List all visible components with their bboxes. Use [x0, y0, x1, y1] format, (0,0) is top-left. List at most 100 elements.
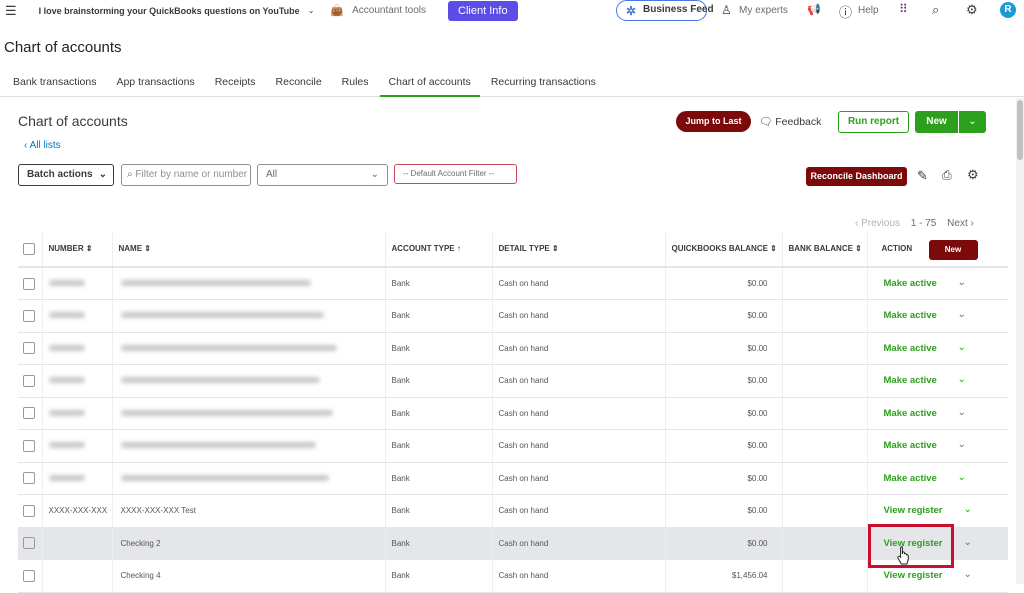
tab-bar: Bank transactions App transactions Recei… — [0, 68, 1024, 97]
tab-reconcile[interactable]: Reconcile — [275, 76, 322, 88]
tab-bank-transactions[interactable]: Bank transactions — [13, 76, 97, 88]
account-name: XXXX-XXX-XXX Test — [120, 506, 196, 516]
action-link[interactable]: Make active — [883, 278, 937, 289]
default-account-filter[interactable]: -- Default Account Filter -- — [394, 164, 517, 184]
company-name[interactable]: I love brainstorming your QuickBooks que… — [38, 5, 300, 16]
column-bank-balance[interactable]: BANK BALANCE ⇕ — [782, 231, 868, 268]
account-name: Checking 2 — [120, 538, 161, 548]
chevron-down-icon[interactable]: ⌄ — [963, 504, 972, 515]
column-action: ACTION New — [867, 231, 1008, 268]
account-type-select[interactable]: All ⌄ — [257, 164, 388, 186]
run-report-button[interactable]: Run report — [838, 111, 909, 133]
table-row[interactable]: Bank Cash on hand $0.00 Make active ⌄ — [18, 462, 1008, 495]
blurred-number — [48, 280, 85, 286]
chevron-down-icon[interactable]: ⌄ — [957, 374, 966, 385]
batch-actions-dropdown[interactable]: Batch actions ⌄ — [18, 164, 114, 186]
action-link[interactable]: Make active — [883, 440, 937, 452]
table-row[interactable]: XXXX-XXX-XXX XXXX-XXX-XXX Test Bank Cash on… — [18, 494, 1008, 528]
previous-page-link[interactable]: ‹ Previous — [855, 218, 901, 229]
page-title: Chart of accounts — [4, 39, 122, 56]
scrollbar[interactable] — [1016, 98, 1024, 584]
row-checkbox[interactable] — [23, 309, 35, 322]
detail-type: Cash on hand — [492, 267, 666, 300]
apps-icon[interactable]: ⠿ — [899, 2, 908, 16]
my-experts-link[interactable]: My experts — [739, 5, 788, 16]
row-checkbox[interactable] — [23, 569, 35, 582]
search-field[interactable]: ⌕ Filter by name or number — [121, 164, 251, 186]
search-icon[interactable]: ⌕ — [932, 2, 940, 17]
action-link[interactable]: View register — [883, 570, 943, 582]
next-page-link[interactable]: Next › — [947, 218, 974, 229]
chevron-down-icon[interactable]: ⌄ — [957, 439, 966, 450]
action-link[interactable]: Make active — [883, 375, 937, 387]
tab-rules[interactable]: Rules — [341, 76, 369, 88]
table-row[interactable]: Checking 2 Bank Cash on hand $0.00 View regi… — [18, 527, 1008, 560]
bank-balance — [782, 267, 868, 300]
row-checkbox[interactable] — [23, 374, 35, 387]
quickbooks-balance: $0.00 — [665, 462, 783, 495]
table-row[interactable]: Bank Cash on hand $0.00 Make active ⌄ — [18, 429, 1008, 463]
chevron-down-icon[interactable]: ⌄ — [957, 309, 966, 320]
client-info-button[interactable]: Client Info — [448, 0, 518, 21]
row-checkbox[interactable] — [23, 472, 35, 485]
blurred-name — [120, 442, 316, 449]
new-dropdown-chevron-icon[interactable]: ⌄ — [959, 111, 986, 133]
table-row[interactable]: Bank Cash on hand $0.00 Make active ⌄ — [18, 364, 1008, 398]
chevron-down-icon[interactable]: ⌄ — [957, 277, 966, 288]
tab-app-transactions[interactable]: App transactions — [116, 76, 195, 88]
table-row[interactable]: Bank Cash on hand $0.00 Make active ⌄ — [18, 332, 1008, 365]
column-name[interactable]: NAME ⇕ — [112, 231, 386, 268]
tab-recurring-transactions[interactable]: Recurring transactions — [490, 76, 596, 88]
action-link[interactable]: View register — [883, 537, 943, 549]
pencil-icon[interactable]: ✎ — [917, 168, 928, 183]
chevron-down-icon[interactable]: ⌄ — [307, 6, 315, 15]
action-link[interactable]: Make active — [883, 407, 937, 419]
gear-icon[interactable]: ⚙ — [966, 2, 978, 17]
column-detail-type[interactable]: DETAIL TYPE ⇕ — [492, 231, 666, 268]
chevron-down-icon[interactable]: ⌄ — [957, 471, 966, 483]
action-link[interactable]: Make active — [883, 342, 937, 354]
row-checkbox[interactable] — [23, 537, 35, 550]
table-row[interactable]: Bank Cash on hand $0.00 Make active ⌄ — [18, 267, 1008, 300]
table-row[interactable]: Checking 4 Bank Cash on hand $1,456.04 View … — [18, 559, 1008, 593]
detail-type: Cash on hand — [492, 364, 666, 398]
chevron-down-icon[interactable]: ⌄ — [963, 536, 972, 548]
quickbooks-balance: $0.00 — [665, 267, 783, 300]
megaphone-icon[interactable]: 📢 — [807, 4, 821, 16]
reconcile-dashboard-button[interactable]: Reconcile Dashboard — [806, 167, 907, 186]
action-link[interactable]: View register — [883, 505, 943, 517]
action-link[interactable]: Make active — [883, 310, 937, 322]
help-icon[interactable]: ⓘ — [839, 5, 853, 20]
table-row[interactable]: Bank Cash on hand $0.00 Make active ⌄ — [18, 397, 1008, 430]
column-quickbooks-balance[interactable]: QUICKBOOKS BALANCE ⇕ — [665, 231, 783, 268]
row-checkbox[interactable] — [23, 504, 35, 517]
help-link[interactable]: Help — [858, 5, 879, 16]
business-feed-button[interactable]: ✲ Business Feed — [616, 0, 714, 21]
new-button[interactable]: New — [915, 111, 958, 133]
bank-balance — [782, 462, 868, 495]
settings-gear-icon[interactable]: ⚙ — [967, 167, 979, 182]
action-link[interactable]: Make active — [883, 472, 937, 484]
column-number[interactable]: NUMBER ⇕ — [42, 231, 113, 268]
tab-receipts[interactable]: Receipts — [214, 76, 256, 88]
accountant-tools[interactable]: Accountant tools — [352, 5, 427, 16]
avatar[interactable]: R — [1000, 2, 1016, 18]
row-checkbox[interactable] — [23, 277, 35, 290]
chevron-down-icon[interactable]: ⌄ — [957, 341, 966, 353]
column-account-type[interactable]: ACCOUNT TYPE ↑ — [385, 231, 493, 268]
table-row[interactable]: Bank Cash on hand $0.00 Make active ⌄ — [18, 299, 1008, 333]
chevron-down-icon[interactable]: ⌄ — [957, 406, 966, 418]
select-all-checkbox[interactable] — [23, 242, 35, 255]
row-checkbox[interactable] — [23, 439, 35, 452]
feedback-button[interactable]: 🗨 Feedback — [759, 115, 821, 128]
tab-chart-of-accounts[interactable]: Chart of accounts — [379, 76, 480, 97]
table-new-button[interactable]: New — [928, 240, 978, 260]
all-lists-link[interactable]: ‹ All lists — [24, 140, 61, 151]
print-icon[interactable]: ⎙ — [942, 168, 952, 182]
row-checkbox[interactable] — [23, 342, 35, 355]
menu-icon[interactable]: ☰ — [5, 2, 17, 18]
chevron-down-icon[interactable]: ⌄ — [963, 569, 972, 580]
detail-type: Cash on hand — [492, 332, 666, 365]
jump-to-last-button[interactable]: Jump to Last — [676, 111, 751, 132]
row-checkbox[interactable] — [23, 407, 35, 420]
